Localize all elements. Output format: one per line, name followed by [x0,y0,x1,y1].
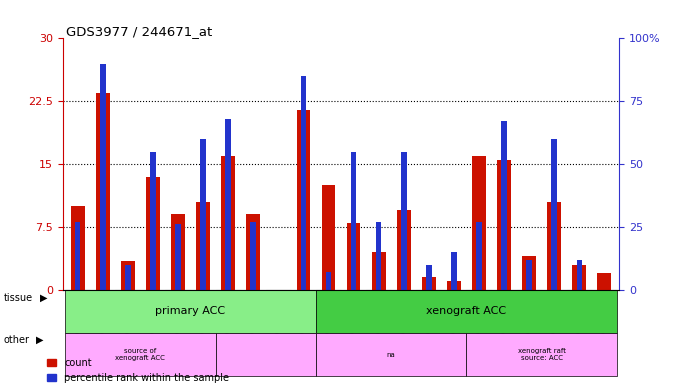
Bar [221,156,235,290]
Bar [572,265,586,290]
Bar [326,272,331,290]
Bar [466,333,617,376]
Bar [351,152,356,290]
Bar [597,273,611,290]
Bar [401,152,406,290]
Bar [65,290,316,333]
Bar [75,222,81,290]
Bar [322,185,335,290]
Bar [497,160,511,290]
Text: GDS3977 / 244671_at: GDS3977 / 244671_at [66,25,212,38]
Bar [150,152,156,290]
Bar [376,222,381,290]
Bar [65,333,216,376]
Bar [426,265,432,290]
Bar [522,257,536,290]
Bar [501,121,507,290]
Bar [171,214,185,290]
Bar [226,119,231,290]
Text: ▶: ▶ [40,293,47,303]
Text: xenograft raft
source: ACC: xenograft raft source: ACC [518,348,566,361]
Bar [316,290,617,333]
Bar [316,333,466,376]
Text: other: other [3,335,29,345]
Bar [296,110,310,290]
Bar [347,223,361,290]
Bar [372,252,386,290]
Bar [447,281,461,290]
Text: xenograft ACC: xenograft ACC [427,306,507,316]
Bar [216,333,316,376]
Bar [551,139,557,290]
Bar [246,214,260,290]
Text: source of
xenograft ACC: source of xenograft ACC [116,348,166,361]
Text: primary ACC: primary ACC [155,306,226,316]
Bar [397,210,411,290]
Bar [121,260,135,290]
Bar [301,76,306,290]
Bar [472,156,486,290]
Bar [547,202,561,290]
Bar [451,252,457,290]
Bar [422,277,436,290]
Bar [146,177,160,290]
Bar [96,93,110,290]
Text: na: na [387,352,395,358]
Bar [175,225,181,290]
Bar [100,63,106,290]
Bar [71,206,85,290]
Bar [576,260,582,290]
Bar [196,202,210,290]
Bar [476,222,482,290]
Text: tissue: tissue [3,293,33,303]
Bar [125,265,131,290]
Bar [526,260,532,290]
Text: ▶: ▶ [36,335,44,345]
Legend: count, percentile rank within the sample: count, percentile rank within the sample [47,358,229,383]
Bar [251,222,256,290]
Bar [200,139,206,290]
